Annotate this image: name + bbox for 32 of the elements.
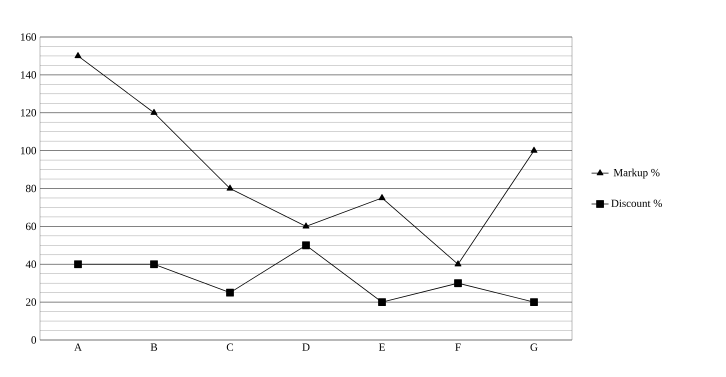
legend-label: Markup % [614,168,660,179]
y-tick-label: 80 [26,184,36,192]
point [150,260,158,268]
point [454,279,462,288]
y-tick-label: 140 [21,71,36,79]
y-tick-label: 120 [21,109,36,116]
point [378,194,386,200]
x-tick-label: B [150,344,158,351]
y-tick-label: 160 [21,33,36,41]
x-tick-label: G [530,344,538,351]
y-tick-label: 40 [26,260,36,268]
y-tick-label: 0 [31,336,36,344]
x-tick-label: A [74,344,82,351]
legend-label: Discount % [611,200,662,208]
point [74,260,82,268]
point [302,222,310,229]
y-tick-label: 100 [21,146,36,154]
point [302,241,310,250]
point [378,298,386,306]
point [530,298,538,306]
point [226,184,234,191]
point [150,108,158,115]
x-tick-label: F [455,344,461,351]
x-tick-label: D [302,344,310,351]
point [226,288,234,297]
point [74,52,82,58]
x-tick-label: C [226,344,234,351]
point [454,260,462,266]
y-tick-label: 60 [26,222,36,230]
point [530,146,538,153]
x-tick-label: E [378,344,385,351]
y-tick-label: 20 [26,298,36,306]
